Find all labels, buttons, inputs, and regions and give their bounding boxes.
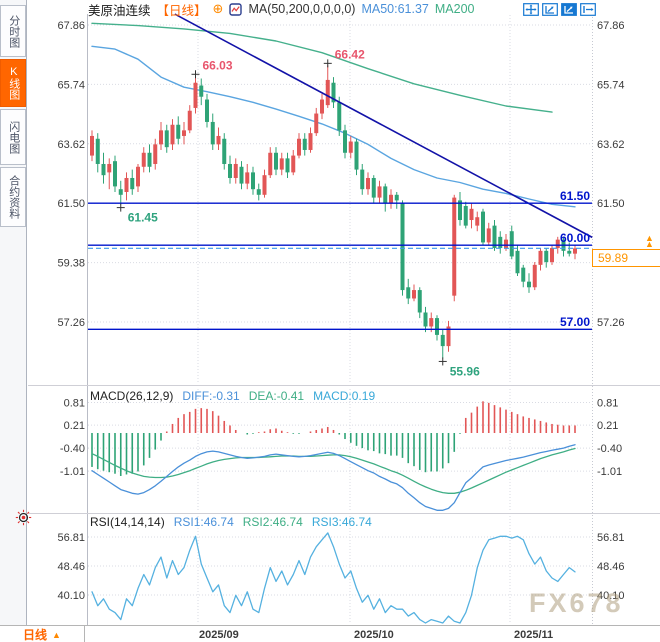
svg-text:59.38: 59.38 xyxy=(57,258,85,270)
chart-toolbar xyxy=(523,3,596,16)
bottom-bar: 日线 ▲ 2025/09 2025/10 2025/11 xyxy=(0,625,660,642)
svg-text:65.74: 65.74 xyxy=(57,79,85,91)
svg-text:0.81: 0.81 xyxy=(64,397,85,409)
svg-text:57.26: 57.26 xyxy=(597,317,625,329)
current-price-tag: 59.89 xyxy=(592,249,660,267)
ma50-value-label: MA50:61.37 xyxy=(361,2,429,16)
macd-diff-value: DIFF:-0.31 xyxy=(182,389,240,403)
sidebar-item-timeline[interactable]: 分时图 xyxy=(0,5,26,57)
hline-label-61-50: 61.50 xyxy=(559,189,590,203)
separator-main-macd xyxy=(28,385,660,386)
chart-header: 美原油连续 【日线】 ⊕ MA(50,200,0,0,0,0) MA50:61.… xyxy=(88,1,475,18)
ma200-value-label: MA200 xyxy=(434,2,475,16)
price-alert-marker-icon: ▲ ▲ xyxy=(645,233,654,249)
ma-settings-label: MA(50,200,0,0,0,0) xyxy=(248,2,356,16)
watermark: FX678 xyxy=(529,588,624,618)
period-tab-label: 日线 xyxy=(23,628,48,642)
chart-style-icon[interactable] xyxy=(229,2,243,16)
svg-text:-1.01: -1.01 xyxy=(60,466,85,478)
svg-text:63.62: 63.62 xyxy=(597,139,625,151)
rsi1-value: RSI1:46.74 xyxy=(173,515,234,529)
svg-text:0.21: 0.21 xyxy=(64,420,85,432)
svg-text:0.81: 0.81 xyxy=(597,397,618,409)
svg-text:-1.01: -1.01 xyxy=(597,466,622,478)
svg-text:67.86: 67.86 xyxy=(597,20,625,32)
sidebar: 分时图 K线图 闪电图 合约资料 xyxy=(0,0,27,625)
separator-macd-rsi xyxy=(28,513,660,514)
svg-text:67.86: 67.86 xyxy=(57,20,85,32)
x-axis-label-sep: 2025/09 xyxy=(199,629,239,641)
period-tab[interactable]: 日线 ▲ xyxy=(0,626,85,642)
svg-text:61.50: 61.50 xyxy=(597,198,625,210)
rsi2-value: RSI2:46.74 xyxy=(242,515,303,529)
chevron-up-icon: ▲ xyxy=(52,629,61,640)
sidebar-item-kline[interactable]: K线图 xyxy=(0,59,26,107)
svg-text:63.62: 63.62 xyxy=(57,139,85,151)
svg-text:-0.40: -0.40 xyxy=(597,443,622,455)
period-tag[interactable]: 【日线】 xyxy=(156,3,207,18)
macd-label: MACD(26,12,9) xyxy=(90,389,174,403)
svg-text:48.46: 48.46 xyxy=(597,561,625,573)
svg-text:40.10: 40.10 xyxy=(597,590,625,602)
sidebar-item-contract-info[interactable]: 合约资料 xyxy=(0,167,26,227)
macd-dea-value: DEA:-0.41 xyxy=(248,389,305,403)
svg-text:55.96: 55.96 xyxy=(450,364,480,378)
axis-zoom-icon[interactable] xyxy=(542,3,558,16)
macd-header: MACD(26,12,9) DIFF:-0.31 DEA:-0.41 MACD:… xyxy=(90,389,375,403)
x-axis-label-oct: 2025/10 xyxy=(354,629,394,641)
svg-text:66.03: 66.03 xyxy=(203,58,233,72)
svg-text:56.81: 56.81 xyxy=(597,532,625,544)
axis-scale-icon[interactable] xyxy=(561,3,577,16)
rsi-label: RSI(14,14,14) xyxy=(90,515,165,529)
sidebar-item-lightning[interactable]: 闪电图 xyxy=(0,109,26,165)
x-axis-label-nov: 2025/11 xyxy=(514,629,554,641)
rsi-header: RSI(14,14,14) RSI1:46.74 RSI2:46.74 RSI3… xyxy=(90,515,372,529)
svg-text:66.42: 66.42 xyxy=(335,47,365,61)
svg-text:-0.40: -0.40 xyxy=(60,443,85,455)
svg-text:61.45: 61.45 xyxy=(128,211,158,225)
indicator-settings-icon[interactable] xyxy=(15,509,32,531)
hline-label-60-00: 60.00 xyxy=(559,231,590,245)
circle-plus-icon[interactable]: ⊕ xyxy=(212,1,224,16)
svg-text:40.10: 40.10 xyxy=(57,590,85,602)
pan-tool-icon[interactable] xyxy=(523,3,539,16)
hline-label-57-00: 57.00 xyxy=(559,315,590,329)
svg-text:56.81: 56.81 xyxy=(57,532,85,544)
symbol-name: 美原油连续 xyxy=(88,3,151,18)
exit-chart-icon[interactable] xyxy=(580,3,596,16)
svg-text:65.74: 65.74 xyxy=(597,79,625,91)
macd-hist-value: MACD:0.19 xyxy=(313,389,376,403)
svg-text:57.26: 57.26 xyxy=(57,317,85,329)
svg-text:48.46: 48.46 xyxy=(57,561,85,573)
svg-text:0.21: 0.21 xyxy=(597,420,618,432)
svg-text:61.50: 61.50 xyxy=(57,198,85,210)
rsi3-value: RSI3:46.74 xyxy=(311,515,372,529)
